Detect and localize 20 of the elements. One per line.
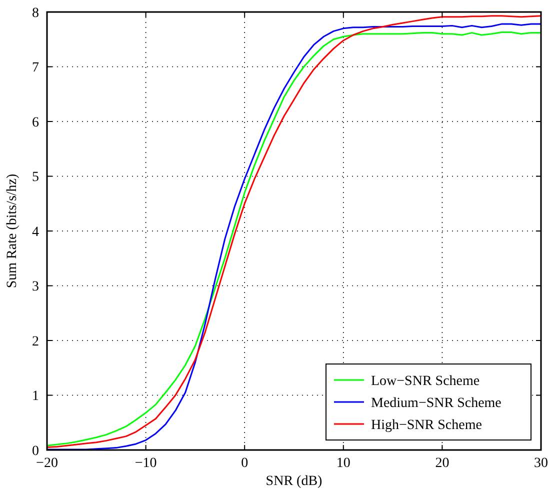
y-tick-label: 0	[32, 444, 39, 459]
x-tick-label: 10	[336, 456, 350, 471]
y-tick-label: 4	[32, 224, 39, 240]
x-tick-label: −10	[134, 456, 157, 471]
x-tick-label: 20	[435, 456, 450, 471]
y-tick-label: 8	[32, 6, 39, 21]
y-tick-label: 6	[32, 115, 39, 130]
y-tick-label: 5	[32, 170, 39, 186]
x-tick-label: 30	[534, 456, 548, 471]
legend-label: High−SNR Scheme	[371, 418, 482, 433]
x-tick-label: 0	[241, 456, 248, 471]
y-tick-label: 7	[32, 60, 39, 76]
x-axis-title: SNR (dB)	[266, 474, 323, 489]
legend-label: Low−SNR Scheme	[371, 374, 480, 389]
legend-label: Medium−SNR Scheme	[371, 396, 502, 411]
y-tick-label: 1	[32, 389, 39, 404]
y-axis-title: Sum Rate (bits/s/hz)	[5, 174, 20, 288]
y-tick-label: 3	[32, 280, 39, 295]
y-tick-label: 2	[32, 334, 39, 350]
x-tick-label: −20	[36, 456, 58, 471]
